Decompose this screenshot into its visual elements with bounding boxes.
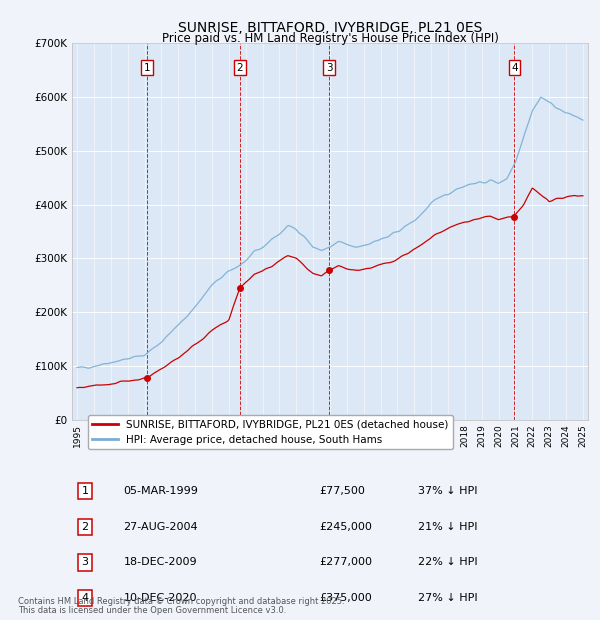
- Text: 1: 1: [144, 63, 151, 73]
- Text: This data is licensed under the Open Government Licence v3.0.: This data is licensed under the Open Gov…: [18, 606, 286, 615]
- Text: 3: 3: [326, 63, 332, 73]
- Text: 22% ↓ HPI: 22% ↓ HPI: [418, 557, 478, 567]
- Text: £277,000: £277,000: [320, 557, 373, 567]
- Text: 27-AUG-2004: 27-AUG-2004: [124, 522, 198, 532]
- Text: £77,500: £77,500: [320, 486, 365, 496]
- Text: 1: 1: [82, 486, 88, 496]
- Text: £375,000: £375,000: [320, 593, 373, 603]
- Text: 2: 2: [82, 522, 88, 532]
- Text: 18-DEC-2009: 18-DEC-2009: [124, 557, 197, 567]
- Text: 4: 4: [82, 593, 88, 603]
- Text: Contains HM Land Registry data © Crown copyright and database right 2025.: Contains HM Land Registry data © Crown c…: [18, 597, 344, 606]
- Text: 4: 4: [511, 63, 518, 73]
- Text: SUNRISE, BITTAFORD, IVYBRIDGE, PL21 0ES: SUNRISE, BITTAFORD, IVYBRIDGE, PL21 0ES: [178, 21, 482, 35]
- Text: 2: 2: [236, 63, 243, 73]
- Text: 21% ↓ HPI: 21% ↓ HPI: [418, 522, 477, 532]
- Text: 27% ↓ HPI: 27% ↓ HPI: [418, 593, 478, 603]
- Text: 10-DEC-2020: 10-DEC-2020: [124, 593, 197, 603]
- Text: 05-MAR-1999: 05-MAR-1999: [124, 486, 199, 496]
- Text: £245,000: £245,000: [320, 522, 373, 532]
- Text: 37% ↓ HPI: 37% ↓ HPI: [418, 486, 477, 496]
- Text: 3: 3: [82, 557, 88, 567]
- Text: Price paid vs. HM Land Registry's House Price Index (HPI): Price paid vs. HM Land Registry's House …: [161, 32, 499, 45]
- Legend: SUNRISE, BITTAFORD, IVYBRIDGE, PL21 0ES (detached house), HPI: Average price, de: SUNRISE, BITTAFORD, IVYBRIDGE, PL21 0ES …: [88, 415, 452, 449]
